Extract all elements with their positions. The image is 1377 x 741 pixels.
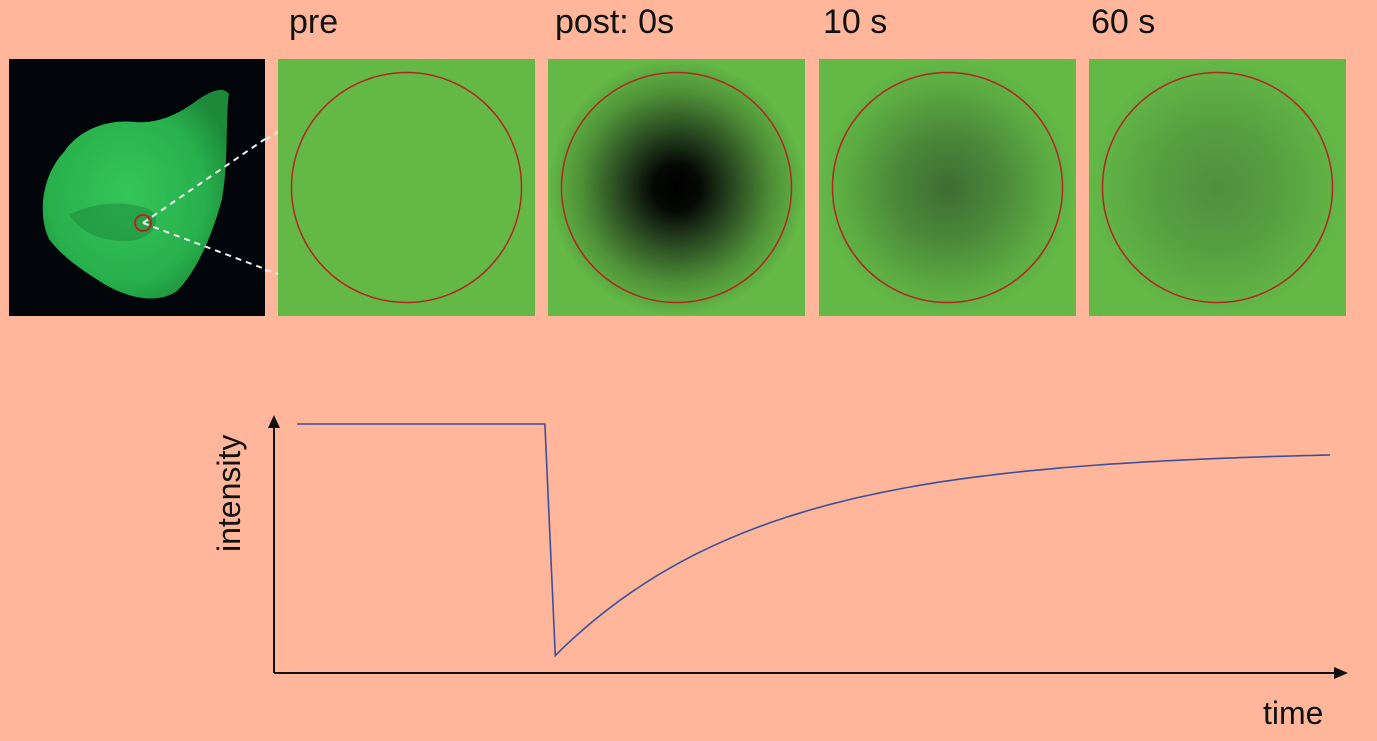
recovery-curve [297, 424, 1330, 656]
y-axis-arrow [268, 415, 280, 428]
x-axis-arrow [1334, 667, 1348, 679]
y-axis-label: intensity [211, 435, 247, 552]
x-axis-label: time [1263, 695, 1323, 731]
